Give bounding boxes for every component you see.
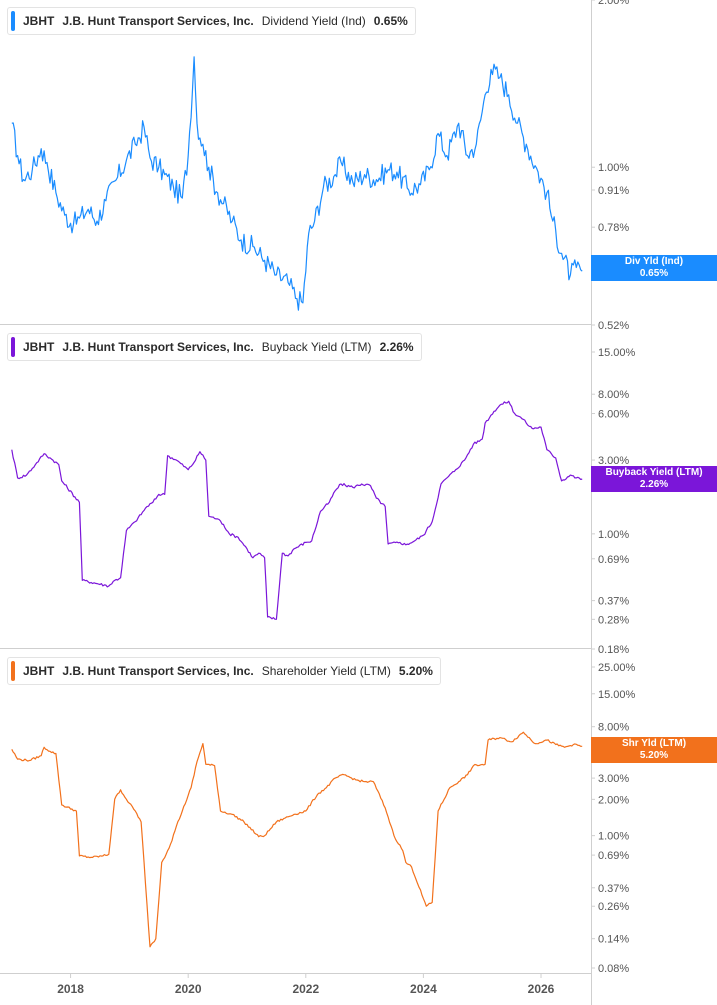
current-value: 0.65% xyxy=(373,14,408,28)
x-tick-label: 2024 xyxy=(410,982,437,996)
panel-1-legend: JBHT J.B. Hunt Transport Services, Inc. … xyxy=(7,7,416,35)
y-tick-label: 8.00% xyxy=(598,722,629,734)
badge-label: Shr Yld (LTM) xyxy=(621,738,687,749)
current-value: 5.20% xyxy=(398,664,433,678)
panel-3-legend: JBHT J.B. Hunt Transport Services, Inc. … xyxy=(7,657,441,685)
div-yield-badge: Div Yld (Ind) 0.65% xyxy=(591,255,717,281)
x-tick-label: 2022 xyxy=(292,982,319,996)
series-line-2 xyxy=(11,400,583,620)
badge-label: Buyback Yield (LTM) xyxy=(605,467,703,478)
y-tick-label: 1.00% xyxy=(598,831,629,843)
y-tick-label: 2.00% xyxy=(598,794,629,806)
y-tick-label: 0.26% xyxy=(598,901,629,913)
ticker-label: JBHT xyxy=(23,664,55,678)
ticker-label: JBHT xyxy=(23,14,55,28)
y-tick-label: 0.78% xyxy=(598,222,629,234)
badge-value: 2.26% xyxy=(639,479,669,490)
y-tick-label: 3.00% xyxy=(598,773,629,785)
series-line-3 xyxy=(11,731,583,948)
y-tick-label: 0.14% xyxy=(598,934,629,946)
current-value: 2.26% xyxy=(379,340,414,354)
metric-name: Shareholder Yield (LTM) xyxy=(261,664,391,678)
y-tick-label: 0.91% xyxy=(598,185,629,197)
y-tick-label: 15.00% xyxy=(598,689,636,701)
y-tick-label: 2.00% xyxy=(598,0,629,7)
y-tick-label: 0.18% xyxy=(598,644,629,656)
y-tick-label: 0.69% xyxy=(598,554,629,566)
badge-value: 5.20% xyxy=(639,750,669,761)
y-tick-label: 1.00% xyxy=(598,162,629,174)
series-color-swatch xyxy=(11,337,15,357)
x-tick-label: 2018 xyxy=(57,982,84,996)
y-tick-label: 0.37% xyxy=(598,596,629,608)
series-color-swatch xyxy=(11,661,15,681)
y-tick-label: 0.37% xyxy=(598,883,629,895)
y-tick-label: 0.69% xyxy=(598,850,629,862)
company-name: J.B. Hunt Transport Services, Inc. xyxy=(62,14,254,28)
shareholder-yield-badge: Shr Yld (LTM) 5.20% xyxy=(591,737,717,763)
y-tick-label: 8.00% xyxy=(598,389,629,401)
panel-2-legend: JBHT J.B. Hunt Transport Services, Inc. … xyxy=(7,333,422,361)
buyback-yield-badge: Buyback Yield (LTM) 2.26% xyxy=(591,466,717,492)
series-line-1 xyxy=(11,56,583,311)
company-name: J.B. Hunt Transport Services, Inc. xyxy=(62,664,254,678)
y-tick-label: 6.00% xyxy=(598,409,629,421)
badge-value: 0.65% xyxy=(639,268,669,279)
metric-name: Buyback Yield (LTM) xyxy=(261,340,372,354)
y-tick-label: 1.00% xyxy=(598,529,629,541)
y-tick-label: 25.00% xyxy=(598,662,636,674)
x-tick-label: 2026 xyxy=(528,982,555,996)
y-tick-label: 3.00% xyxy=(598,455,629,467)
metric-name: Dividend Yield (Ind) xyxy=(261,14,366,28)
y-tick-label: 0.28% xyxy=(598,614,629,626)
y-tick-label: 0.52% xyxy=(598,320,629,332)
ticker-label: JBHT xyxy=(23,340,55,354)
x-tick-label: 2020 xyxy=(175,982,202,996)
y-tick-label: 15.00% xyxy=(598,347,636,359)
y-tick-label: 0.08% xyxy=(598,963,629,975)
badge-label: Div Yld (Ind) xyxy=(624,256,684,267)
company-name: J.B. Hunt Transport Services, Inc. xyxy=(62,340,254,354)
series-color-swatch xyxy=(11,11,15,31)
